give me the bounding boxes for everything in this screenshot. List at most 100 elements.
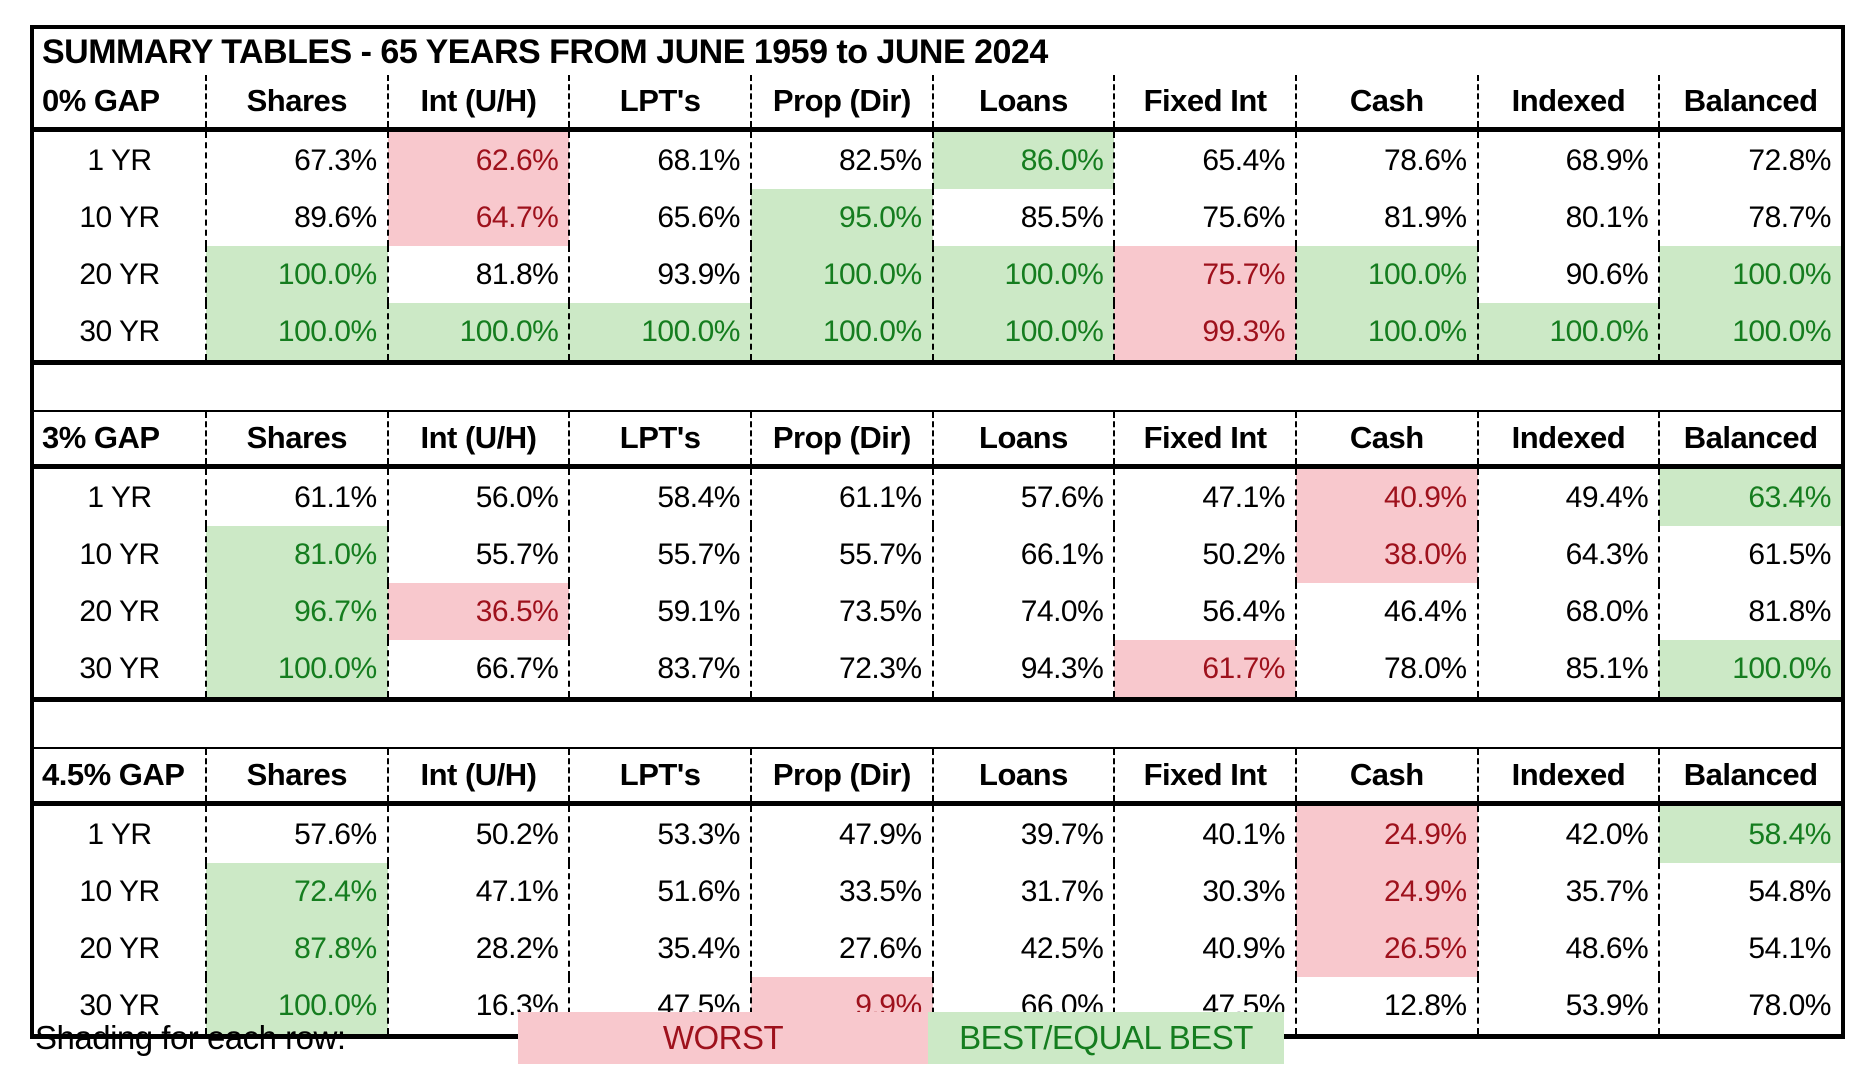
- cell: 53.3%: [569, 803, 752, 863]
- header-row: 3% GAP Shares Int (U/H) LPT's Prop (Dir)…: [34, 410, 1841, 469]
- cell-best: 81.0%: [206, 526, 389, 583]
- cell-best: 87.8%: [206, 920, 389, 977]
- column-header-indexed: Indexed: [1477, 75, 1661, 132]
- table-row: 10 YR 81.0% 55.7% 55.7% 55.7% 66.1% 50.2% 38.0%…: [34, 526, 1841, 583]
- cell-worst: 24.9%: [1295, 803, 1479, 863]
- header-row: 0% GAP Shares Int (U/H) LPT's Prop (Dir)…: [34, 75, 1841, 132]
- legend-label: Shading for each row:: [35, 1019, 346, 1056]
- cell: 50.2%: [1114, 526, 1297, 583]
- cell: 56.4%: [1114, 583, 1297, 640]
- table-row: 1 YR 61.1% 56.0% 58.4% 61.1% 57.6% 47.1% 40.9% 4…: [34, 466, 1841, 526]
- cell-best: 100.0%: [750, 246, 934, 303]
- cell: 51.6%: [569, 863, 752, 920]
- column-header-loans: Loans: [932, 410, 1116, 469]
- cell: 68.1%: [569, 129, 752, 189]
- column-header-balanced: Balanced: [1659, 410, 1841, 469]
- cell: 40.9%: [1114, 920, 1297, 977]
- cell: 31.7%: [932, 863, 1116, 920]
- cell: 94.3%: [932, 640, 1116, 700]
- column-header-int-uh: Int (U/H): [387, 410, 571, 469]
- header-row: 4.5% GAP Shares Int (U/H) LPT's Prop (Di…: [34, 747, 1841, 806]
- cell-worst: 62.6%: [387, 129, 571, 189]
- column-header-loans: Loans: [932, 747, 1116, 806]
- cell: 65.6%: [569, 189, 752, 246]
- column-header-prop-dir: Prop (Dir): [750, 747, 934, 806]
- gap-table-0-percent: 0% GAP Shares Int (U/H) LPT's Prop (Dir)…: [34, 75, 1841, 365]
- cell: 12.8%: [1295, 977, 1479, 1034]
- row-label: 1 YR: [34, 129, 207, 189]
- cell: 73.5%: [750, 583, 934, 640]
- column-header-cash: Cash: [1295, 410, 1479, 469]
- cell: 48.6%: [1477, 920, 1661, 977]
- cell-worst: 26.5%: [1295, 920, 1479, 977]
- row-label: 10 YR: [34, 526, 207, 583]
- column-header-lpts: LPT's: [569, 410, 752, 469]
- cell: 72.3%: [750, 640, 934, 700]
- gap-table-3-percent: 3% GAP Shares Int (U/H) LPT's Prop (Dir)…: [34, 410, 1841, 702]
- cell-worst: 64.7%: [387, 189, 571, 246]
- column-header-fixed-int: Fixed Int: [1114, 747, 1297, 806]
- row-label: 10 YR: [34, 189, 207, 246]
- cell-best: 100.0%: [1295, 246, 1479, 303]
- cell-best: 100.0%: [206, 977, 389, 1034]
- gap-label: 3% GAP: [34, 410, 207, 469]
- shading-legend: Shading for each row: WORST BEST/EQUAL B…: [35, 1012, 1284, 1064]
- cell-best: 100.0%: [569, 303, 752, 363]
- column-header-int-uh: Int (U/H): [387, 75, 571, 132]
- cell: 35.7%: [1477, 863, 1661, 920]
- cell-best: 100.0%: [1659, 303, 1841, 363]
- table-row: 20 YR 87.8% 28.2% 35.4% 27.6% 42.5% 40.9% 26.5%…: [34, 920, 1841, 977]
- cell: 47.1%: [1114, 466, 1297, 526]
- cell: 55.7%: [569, 526, 752, 583]
- column-header-indexed: Indexed: [1477, 747, 1661, 806]
- cell: 49.4%: [1477, 466, 1661, 526]
- cell-worst: 36.5%: [387, 583, 571, 640]
- cell: 66.1%: [932, 526, 1116, 583]
- cell-best: 72.4%: [206, 863, 389, 920]
- cell-worst: 75.7%: [1114, 246, 1297, 303]
- cell-best: 100.0%: [1477, 303, 1661, 363]
- cell-best: 58.4%: [1659, 803, 1841, 863]
- cell: 78.0%: [1748, 988, 1831, 1022]
- cell-best: 100.0%: [932, 303, 1116, 363]
- cell: 59.1%: [569, 583, 752, 640]
- row-label: 10 YR: [34, 863, 207, 920]
- cell: 58.4%: [569, 466, 752, 526]
- cell: 93.9%: [569, 246, 752, 303]
- cell-best: 86.0%: [932, 129, 1116, 189]
- cell-best: 100.0%: [206, 303, 389, 363]
- row-label: 30 YR: [34, 303, 207, 363]
- cell-worst: 40.9%: [1295, 466, 1479, 526]
- table-gap-spacer: [34, 702, 1841, 747]
- cell: 30.3%: [1114, 863, 1297, 920]
- cell: 75.6%: [1114, 189, 1297, 246]
- cell: 81.8%: [1748, 594, 1831, 628]
- table-row: 20 YR 100.0% 81.8% 93.9% 100.0% 100.0% 75.7% 10…: [34, 246, 1841, 303]
- cell-best: 100.0%: [1659, 246, 1841, 303]
- cell: 85.5%: [932, 189, 1116, 246]
- cell: 57.6%: [932, 466, 1116, 526]
- table-row: 10 YR 89.6% 64.7% 65.6% 95.0% 85.5% 75.6% 81.9%…: [34, 189, 1841, 246]
- table-row: 1 YR 57.6% 50.2% 53.3% 47.9% 39.7% 40.1% 24.9% 4…: [34, 803, 1841, 863]
- cell: 46.4%: [1295, 583, 1479, 640]
- cell: 68.0%: [1477, 583, 1661, 640]
- cell: 78.0%: [1295, 640, 1479, 700]
- row-label: 1 YR: [34, 803, 207, 863]
- cell: 85.1%: [1477, 640, 1661, 700]
- cell: 82.5%: [750, 129, 934, 189]
- cell-worst: 38.0%: [1295, 526, 1479, 583]
- cell: 39.7%: [932, 803, 1116, 863]
- column-header-cash: Cash: [1295, 747, 1479, 806]
- cell-best: 63.4%: [1659, 466, 1841, 526]
- cell-best: 100.0%: [1659, 640, 1841, 700]
- cell: 42.0%: [1477, 803, 1661, 863]
- table-gap-spacer: [34, 365, 1841, 410]
- cell: 67.3%: [206, 129, 389, 189]
- cell: 61.5%: [1748, 537, 1831, 571]
- cell: 50.2%: [387, 803, 571, 863]
- cell: 78.6%: [1295, 129, 1479, 189]
- column-header-loans: Loans: [932, 75, 1116, 132]
- table-row: 20 YR 96.7% 36.5% 59.1% 73.5% 74.0% 56.4% 46.4%…: [34, 583, 1841, 640]
- cell: 55.7%: [387, 526, 571, 583]
